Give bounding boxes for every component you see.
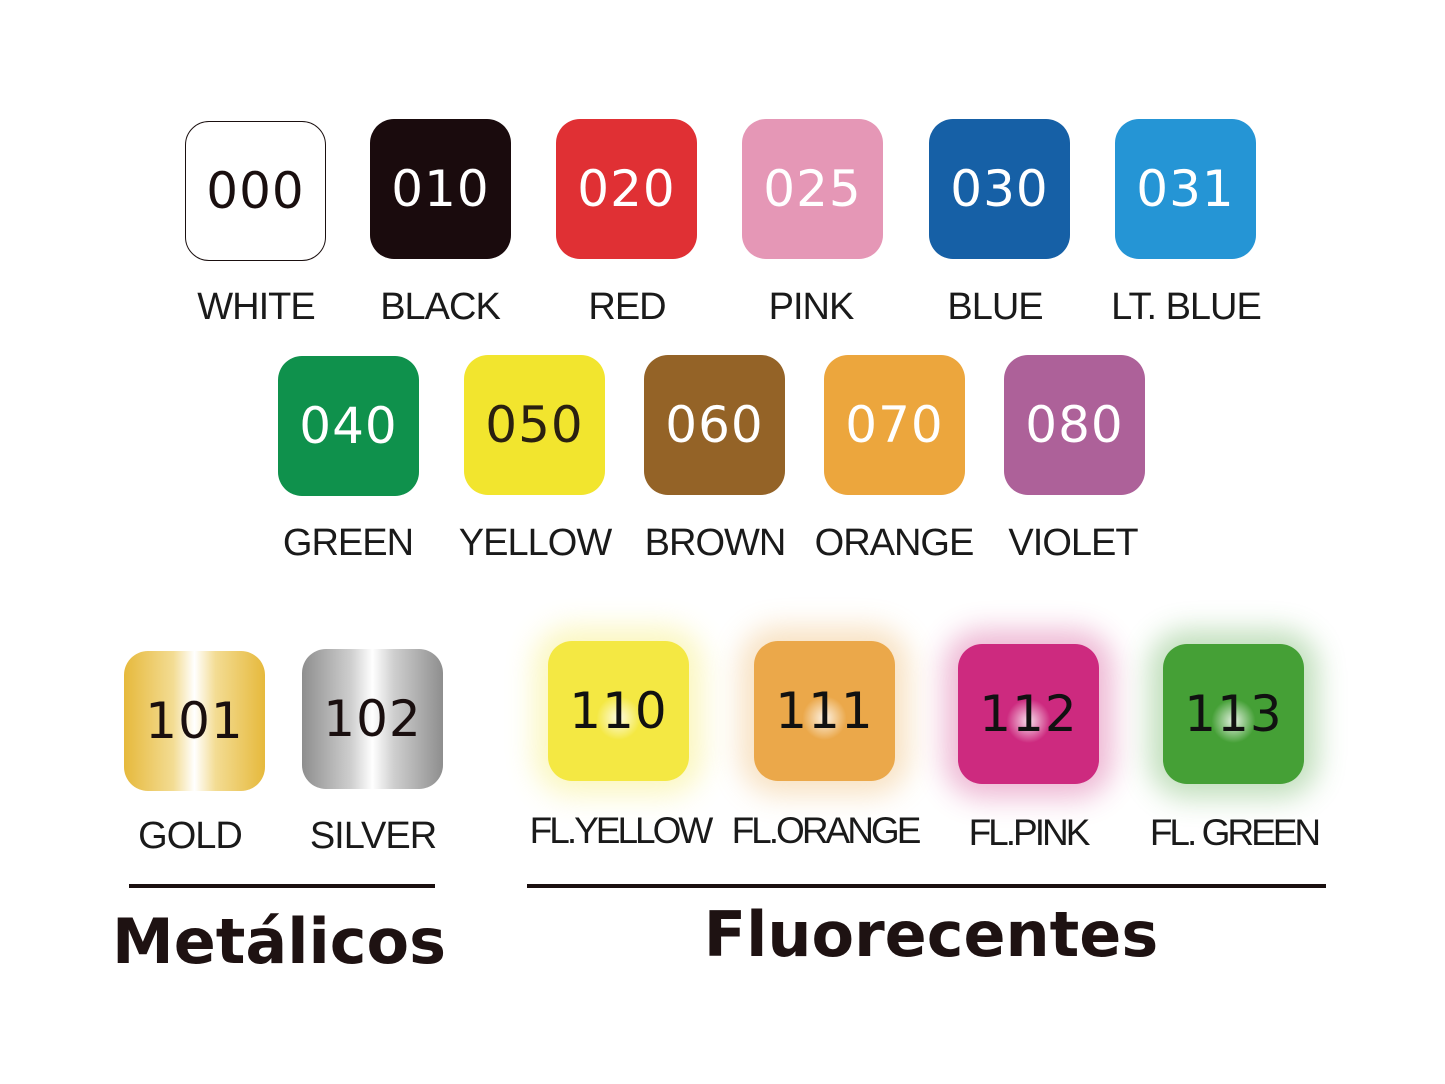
swatch-label: PINK [768,286,855,328]
swatch-label: GOLD [138,815,243,857]
swatch-code: 010 [391,160,490,218]
swatch-code: 060 [665,396,764,454]
swatch-label: YELLOW [458,522,612,564]
fluorescent-group-title: Fluorecentes [703,898,1159,971]
swatch-code: 110 [569,682,668,740]
swatch-code: 020 [577,160,676,218]
swatch-label: LT. BLUE [1111,286,1262,328]
color-swatch-fl-orange: 111 [754,641,895,781]
swatch-code: 113 [1184,685,1283,743]
swatch-code: 111 [775,682,874,740]
swatch-label: WHITE [197,286,315,328]
color-swatch-yellow: 050 [464,355,605,495]
swatch-label: FL.PINK [968,812,1091,853]
color-swatch-green: 040 [278,356,419,496]
color-swatch-orange: 070 [824,355,965,495]
fluorescent-divider [527,884,1326,888]
color-swatch-brown: 060 [644,355,785,495]
swatch-label: SILVER [309,815,437,857]
swatch-code: 080 [1025,396,1124,454]
swatch-label: ORANGE [814,522,975,564]
swatch-label: BROWN [644,522,787,564]
swatch-label: VIOLET [1008,522,1138,564]
swatch-label: FL.ORANGE [731,810,922,851]
color-swatch-fl-pink: 112 [958,644,1099,784]
swatch-code: 102 [323,690,422,748]
swatch-code: 040 [299,397,398,455]
color-swatch-pink: 025 [742,119,883,259]
swatch-label: FL. GREEN [1149,812,1321,853]
swatch-label: GREEN [282,522,414,564]
color-swatch-fl-yellow: 110 [548,641,689,781]
swatch-code: 025 [763,160,862,218]
swatch-code: 031 [1136,160,1235,218]
color-swatch-silver: 102 [302,649,443,789]
swatch-code: 112 [979,685,1078,743]
color-swatch-gold: 101 [124,651,265,791]
swatch-code: 000 [206,162,305,220]
swatch-code: 030 [950,160,1049,218]
color-swatch-red: 020 [556,119,697,259]
metallic-group-title: Metálicos [112,905,446,978]
color-swatch-lt-blue: 031 [1115,119,1256,259]
swatch-label: RED [588,286,666,328]
swatch-code: 050 [485,396,584,454]
swatch-label: BLACK [380,286,501,328]
color-swatch-fl-green: 113 [1163,644,1304,784]
color-swatch-black: 010 [370,119,511,259]
swatch-code: 070 [845,396,944,454]
swatch-label: BLUE [947,286,1043,328]
color-swatch-white: 000 [185,121,326,261]
swatch-code: 101 [145,692,244,750]
color-swatch-blue: 030 [929,119,1070,259]
metallic-divider [129,884,435,888]
swatch-label: FL.YELLOW [529,810,714,851]
color-swatch-violet: 080 [1004,355,1145,495]
